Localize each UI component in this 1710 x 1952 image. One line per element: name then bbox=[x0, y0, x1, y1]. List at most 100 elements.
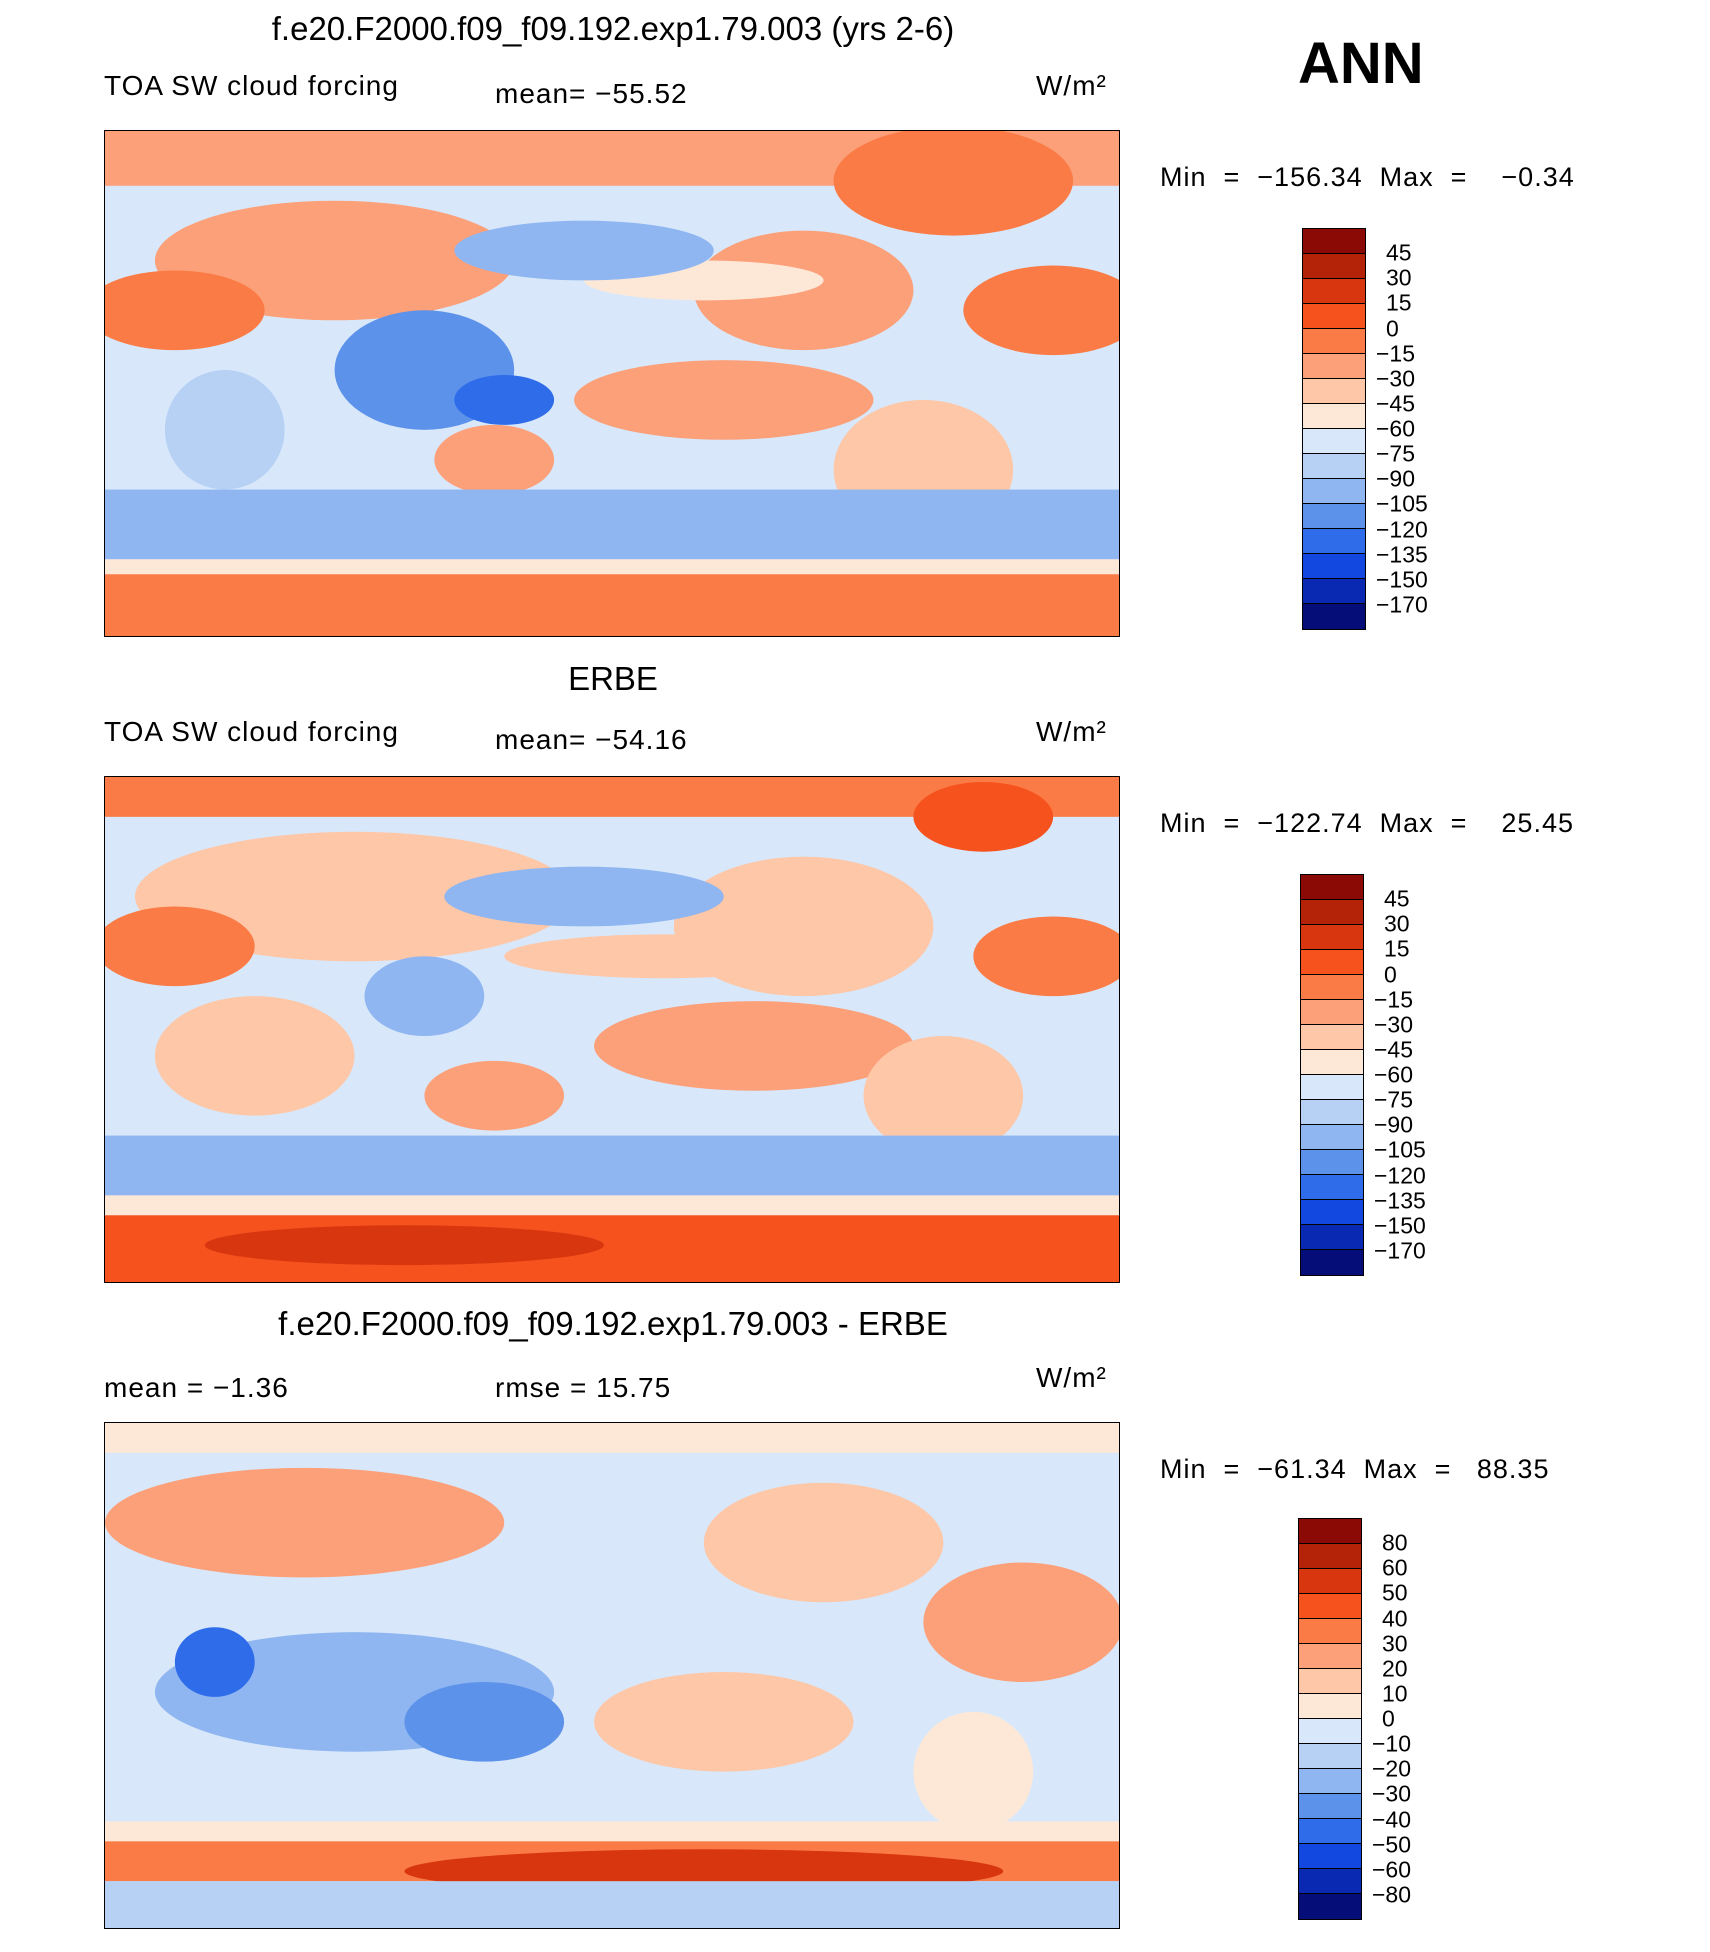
colorbar-box bbox=[1303, 579, 1365, 604]
colorbar-box bbox=[1301, 1150, 1363, 1175]
colorbar-box bbox=[1301, 1125, 1363, 1150]
colorbar-box bbox=[1301, 1200, 1363, 1225]
colorbar-tick-label: −90 bbox=[1374, 1111, 1414, 1138]
colorbar-tick-label: −15 bbox=[1376, 340, 1416, 367]
colorbar-box bbox=[1299, 1569, 1361, 1594]
panel-3-title: f.e20.F2000.f09_f09.192.exp1.79.003 - ER… bbox=[278, 1305, 948, 1342]
colorbar-tick-label: −90 bbox=[1376, 465, 1416, 492]
panel-3-units: W/m² bbox=[1036, 1362, 1107, 1393]
panel-1-minmax: Min = −156.34 Max = −0.34 bbox=[1160, 162, 1575, 192]
difference-map bbox=[105, 1423, 1119, 1928]
colorbar-tick-label: −135 bbox=[1374, 1187, 1426, 1214]
colorbar-box bbox=[1303, 454, 1365, 479]
colorbar-tick-label: −30 bbox=[1376, 365, 1416, 392]
colorbar-box bbox=[1299, 1594, 1361, 1619]
colorbar-box bbox=[1299, 1669, 1361, 1694]
colorbar-tick-label: −105 bbox=[1374, 1136, 1426, 1163]
colorbar-box bbox=[1303, 504, 1365, 529]
panel-3-colorbar bbox=[1298, 1518, 1362, 1920]
colorbar-tick-label: 0 bbox=[1382, 1705, 1395, 1732]
colorbar-box bbox=[1299, 1844, 1361, 1869]
colorbar-box bbox=[1299, 1769, 1361, 1794]
colorbar-tick-label: −20 bbox=[1372, 1755, 1412, 1782]
colorbar-tick-label: −45 bbox=[1376, 390, 1416, 417]
colorbar-box bbox=[1303, 354, 1365, 379]
panel-3-rmse: rmse = 15.75 bbox=[495, 1372, 672, 1403]
colorbar-tick-label: 0 bbox=[1384, 961, 1397, 987]
colorbar-tick-label: −80 bbox=[1372, 1881, 1412, 1908]
panel-3-minmax: Min = −61.34 Max = 88.35 bbox=[1160, 1454, 1550, 1484]
colorbar-tick-label: −105 bbox=[1376, 490, 1428, 517]
colorbar-box bbox=[1299, 1544, 1361, 1569]
colorbar-box bbox=[1301, 1175, 1363, 1200]
panel-2-title: ERBE bbox=[568, 660, 658, 697]
colorbar-box bbox=[1301, 1225, 1363, 1250]
colorbar-box bbox=[1303, 429, 1365, 454]
colorbar-box bbox=[1301, 1250, 1363, 1275]
colorbar-box bbox=[1299, 1644, 1361, 1669]
panel-1-units: W/m² bbox=[1036, 70, 1107, 101]
colorbar-box bbox=[1303, 329, 1365, 354]
colorbar-tick-label: 80 bbox=[1382, 1529, 1408, 1556]
colorbar-tick-label: −120 bbox=[1374, 1162, 1426, 1188]
panel-2-colorbar bbox=[1300, 874, 1364, 1276]
colorbar-tick-label: −10 bbox=[1372, 1730, 1412, 1757]
colorbar-box bbox=[1299, 1744, 1361, 1769]
colorbar-box bbox=[1301, 1100, 1363, 1125]
colorbar-box bbox=[1303, 479, 1365, 504]
colorbar-tick-label: −60 bbox=[1374, 1061, 1414, 1088]
colorbar-box bbox=[1299, 1794, 1361, 1819]
colorbar-box bbox=[1301, 950, 1363, 975]
colorbar-box bbox=[1301, 1050, 1363, 1075]
season-label: ANN bbox=[1298, 31, 1424, 96]
colorbar-box bbox=[1303, 254, 1365, 279]
colorbar-box bbox=[1301, 1000, 1363, 1025]
colorbar-tick-label: −135 bbox=[1376, 541, 1428, 568]
colorbar-tick-label: −30 bbox=[1372, 1780, 1412, 1807]
colorbar-box bbox=[1301, 975, 1363, 1000]
model-cloud-forcing-map bbox=[105, 131, 1119, 636]
colorbar-tick-label: −170 bbox=[1376, 591, 1428, 618]
colorbar-tick-label: 20 bbox=[1382, 1655, 1408, 1682]
colorbar-tick-label: −50 bbox=[1372, 1831, 1412, 1858]
colorbar-tick-label: −170 bbox=[1374, 1237, 1426, 1264]
colorbar-box bbox=[1299, 1519, 1361, 1544]
panel-3-map bbox=[104, 1422, 1120, 1929]
colorbar-box bbox=[1301, 925, 1363, 950]
colorbar-box bbox=[1303, 229, 1365, 254]
panel-2-units: W/m² bbox=[1036, 716, 1107, 747]
colorbar-tick-label: 60 bbox=[1382, 1554, 1408, 1581]
colorbar-box bbox=[1299, 1719, 1361, 1744]
colorbar-box bbox=[1301, 1025, 1363, 1050]
colorbar-tick-label: 15 bbox=[1384, 935, 1410, 962]
panel-2-variable: TOA SW cloud forcing bbox=[104, 716, 399, 747]
colorbar-tick-label: −60 bbox=[1372, 1856, 1412, 1883]
panel-1-variable: TOA SW cloud forcing bbox=[104, 70, 399, 101]
colorbar-box bbox=[1303, 279, 1365, 304]
colorbar-box bbox=[1303, 304, 1365, 329]
colorbar-tick-label: 0 bbox=[1386, 315, 1399, 341]
colorbar-box bbox=[1301, 900, 1363, 925]
panel-1-map bbox=[104, 130, 1120, 637]
colorbar-box bbox=[1299, 1694, 1361, 1719]
panel-2-map bbox=[104, 776, 1120, 1283]
colorbar-box bbox=[1301, 1075, 1363, 1100]
colorbar-tick-label: 50 bbox=[1382, 1579, 1408, 1606]
colorbar-tick-label: 40 bbox=[1382, 1605, 1408, 1631]
colorbar-box bbox=[1299, 1869, 1361, 1894]
colorbar-tick-label: 30 bbox=[1384, 910, 1410, 937]
colorbar-tick-label: 45 bbox=[1384, 885, 1410, 912]
colorbar-tick-label: −30 bbox=[1374, 1011, 1414, 1038]
colorbar-box bbox=[1299, 1619, 1361, 1644]
colorbar-tick-label: 15 bbox=[1386, 289, 1412, 316]
panel-3-mean: mean = −1.36 bbox=[104, 1372, 289, 1403]
colorbar-box bbox=[1303, 379, 1365, 404]
colorbar-tick-label: −45 bbox=[1374, 1036, 1414, 1063]
colorbar-tick-label: 30 bbox=[1386, 264, 1412, 291]
colorbar-box bbox=[1303, 604, 1365, 629]
panel-1-mean: mean= −55.52 bbox=[495, 78, 688, 109]
colorbar-box bbox=[1299, 1819, 1361, 1844]
colorbar-tick-label: 10 bbox=[1382, 1680, 1408, 1707]
panel-1-title: f.e20.F2000.f09_f09.192.exp1.79.003 (yrs… bbox=[271, 10, 955, 47]
colorbar-tick-label: −75 bbox=[1374, 1086, 1414, 1113]
